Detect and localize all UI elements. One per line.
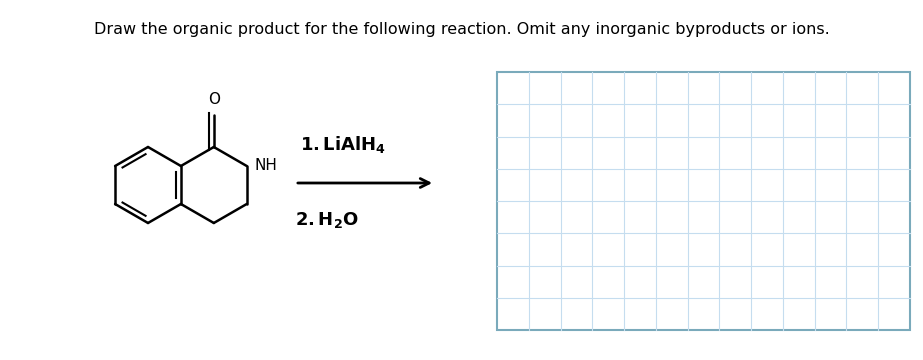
Text: $\mathbf{2.H_2O}$: $\mathbf{2.H_2O}$ bbox=[295, 210, 359, 230]
Text: $\mathbf{1.LiAlH_4}$: $\mathbf{1.LiAlH_4}$ bbox=[300, 134, 386, 155]
Text: O: O bbox=[208, 92, 220, 107]
Text: NH: NH bbox=[255, 158, 278, 174]
Bar bbox=[497, 72, 910, 330]
Text: Draw the organic product for the following reaction. Omit any inorganic byproduc: Draw the organic product for the followi… bbox=[93, 22, 830, 37]
